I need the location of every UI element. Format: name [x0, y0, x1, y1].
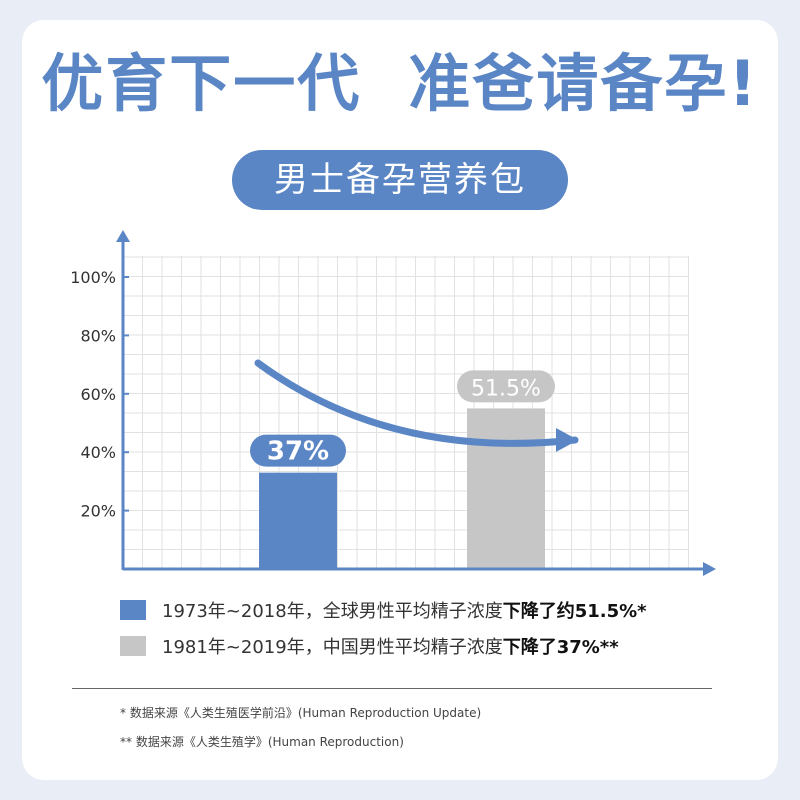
data-label-gray: 51.5% [471, 376, 541, 401]
y-tick-label: 60% [80, 385, 116, 404]
legend-highlight: 下降了约51.5%* [502, 601, 647, 622]
bar-callouts: 37% 51.5% [250, 370, 555, 467]
x-axis-arrow [703, 562, 716, 576]
data-label-blue: 37% [267, 437, 329, 467]
legend-swatch-blue [120, 600, 146, 620]
y-tick-label: 20% [80, 502, 116, 521]
bar-gray [467, 408, 545, 569]
y-tick-label: 40% [80, 443, 116, 462]
trend-arrow-head [556, 428, 578, 452]
title-pill: 男士备孕营养包 [232, 150, 568, 210]
chart-grid [123, 256, 689, 569]
bar-chart: 20% 40% 60% 80% 100% 37% 51.5% [70, 230, 716, 576]
legend-highlight: 下降了37%** [502, 637, 619, 658]
legend-item-global: 1973年~2018年，全球男性平均精子浓度 下降了约51.5%* [120, 597, 647, 623]
y-tick-label: 80% [80, 326, 116, 345]
bar-blue [259, 472, 337, 569]
y-tick-labels: 20% 40% 60% 80% 100% [70, 268, 129, 521]
source-note-1: * 数据来源《人类生殖医学前沿》(Human Reproduction Upda… [120, 706, 482, 720]
legend-swatch-gray [120, 636, 146, 656]
callout-bg-blue [250, 434, 346, 467]
legend-text: 1973年~2018年，全球男性平均精子浓度 [162, 601, 503, 622]
source-note-2: ** 数据来源《人类生殖学》(Human Reproduction) [120, 735, 404, 749]
y-tick-label: 100% [70, 268, 116, 287]
legend-text: 1981年~2019年，中国男性平均精子浓度 [162, 637, 503, 658]
chart-axes [116, 230, 716, 576]
divider [72, 688, 712, 689]
callout-bg-gray [457, 370, 555, 403]
y-axis-arrow [116, 230, 130, 242]
legend-item-china: 1981年~2019年，中国男性平均精子浓度 下降了37%** [120, 633, 619, 659]
chart-bars [259, 408, 545, 569]
trend-arrow [254, 359, 579, 447]
headline: 优育下一代 准爸请备孕! [41, 47, 759, 120]
